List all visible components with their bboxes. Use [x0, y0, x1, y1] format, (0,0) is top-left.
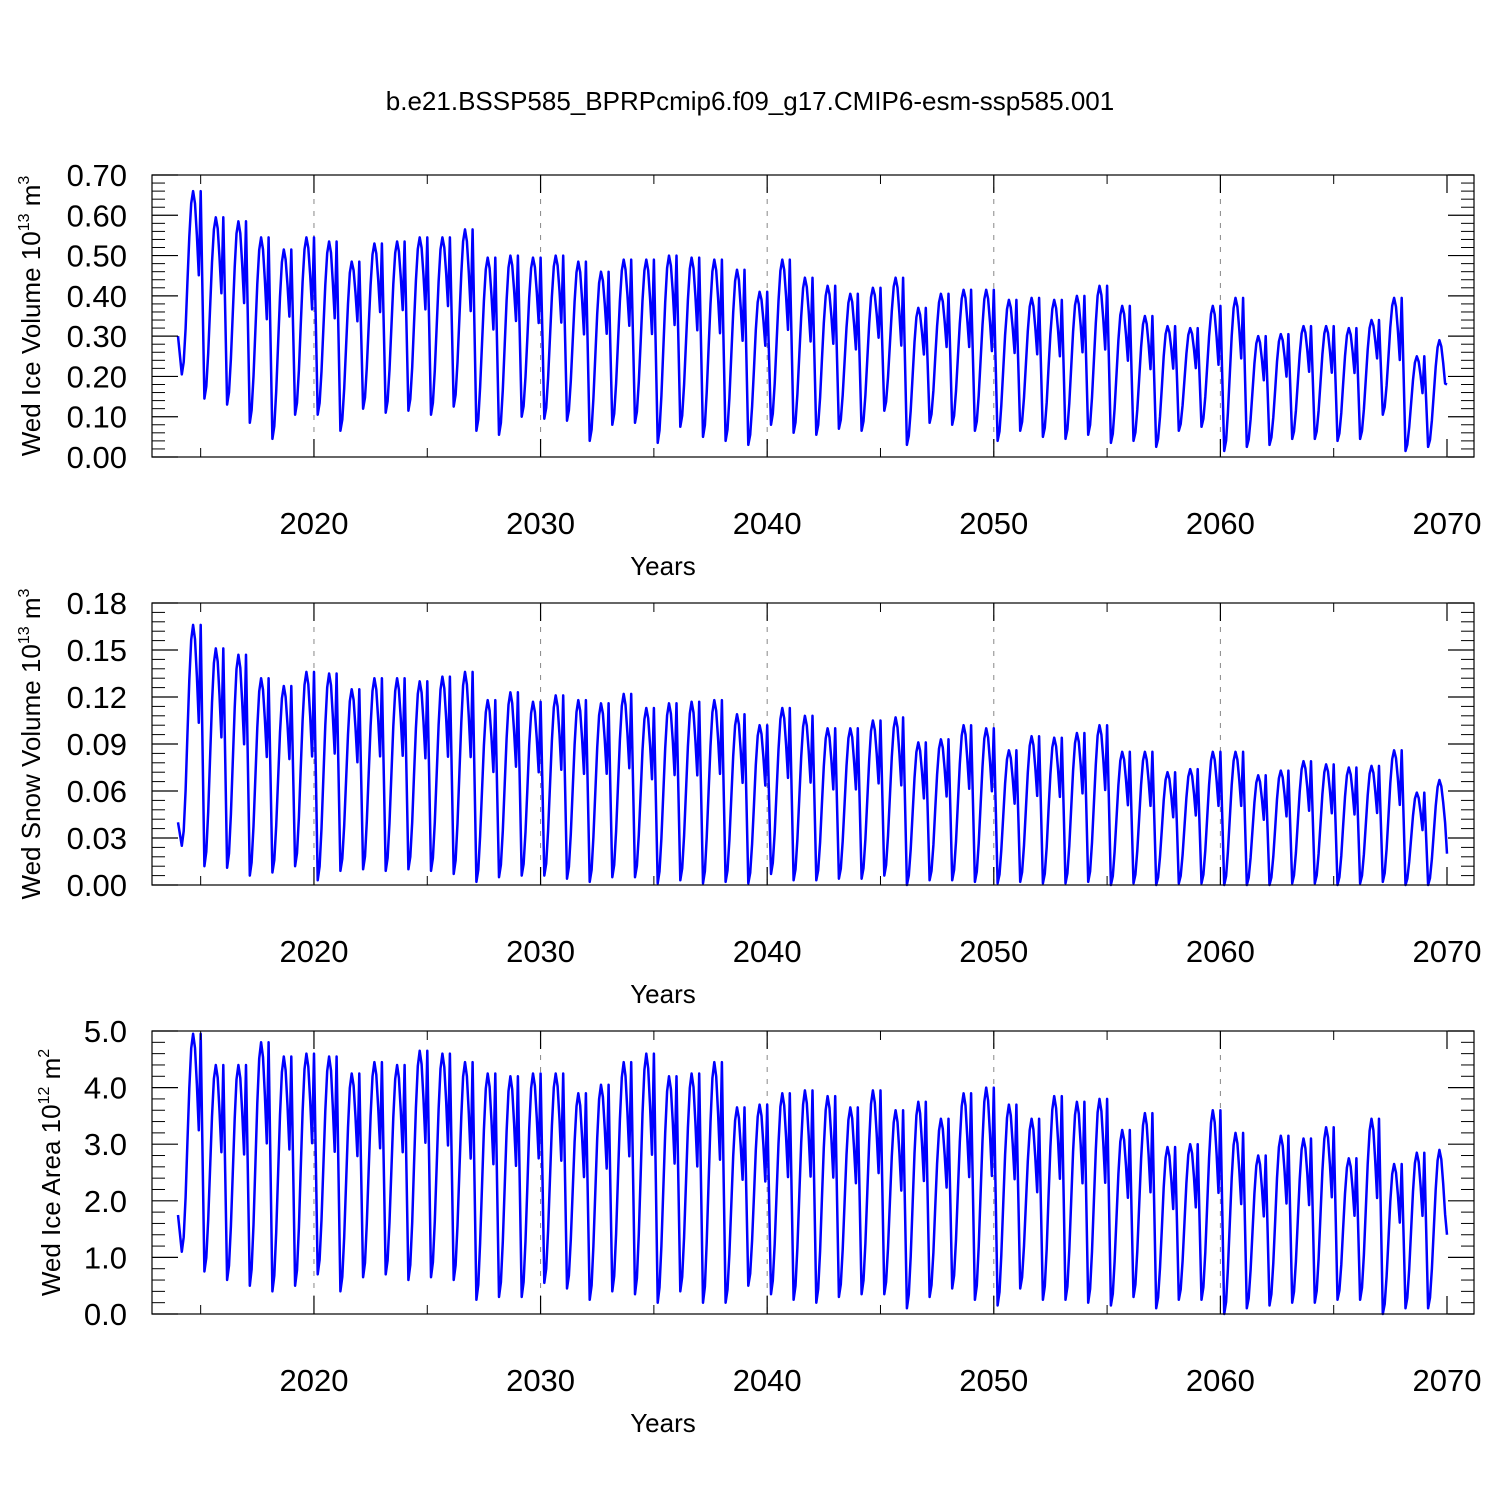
y-axis-label: Wed Snow Volume 1013 m3 [16, 588, 46, 899]
chart-title: b.e21.BSSP585_BPRPcmip6.f09_g17.CMIP6-es… [386, 86, 1114, 116]
y-tick-label: 5.0 [84, 1014, 127, 1049]
x-tick-label: 2070 [1413, 1363, 1482, 1398]
y-tick-label: 3.0 [84, 1127, 127, 1162]
y-tick-label: 0.60 [67, 198, 127, 233]
x-axis-label: Years [630, 1408, 696, 1438]
x-tick-label: 2030 [506, 1363, 575, 1398]
y-tick-label: 0.70 [67, 158, 127, 193]
y-tick-label: 4.0 [84, 1071, 127, 1106]
y-tick-label: 2.0 [84, 1184, 127, 1219]
x-tick-label: 2020 [279, 1363, 348, 1398]
panel-snow-volume: 2020 2030 2040 2050 2060 2070 0.00 0.03 0.06 0.09… [16, 586, 1481, 1009]
y-tick-label: 0.50 [67, 239, 127, 274]
x-tick-label: 2030 [506, 506, 575, 541]
y-tick-label: 0.40 [67, 279, 127, 314]
y-axis-label: Wed Ice Area 1012 m2 [36, 1049, 66, 1296]
series-line [176, 623, 1449, 887]
plot-frame [151, 174, 1475, 458]
y-tick-label: 0.0 [84, 1297, 127, 1332]
series-line [176, 189, 1448, 453]
y-tick-label: 0.06 [67, 774, 127, 809]
x-tick-label: 2070 [1413, 506, 1482, 541]
x-tick-label: 2060 [1186, 506, 1255, 541]
x-tick-label: 2050 [959, 1363, 1028, 1398]
y-tick-label: 0.30 [67, 319, 127, 354]
y-tick-label: 0.12 [67, 680, 127, 715]
x-tick-label: 2070 [1413, 934, 1482, 969]
y-tick-label: 0.00 [67, 440, 127, 475]
y-tick-label: 0.03 [67, 821, 127, 856]
x-tick-label: 2040 [733, 1363, 802, 1398]
x-tick-label: 2030 [506, 934, 575, 969]
x-axis-label: Years [630, 979, 696, 1009]
x-tick-label: 2050 [959, 506, 1028, 541]
y-tick-label: 0.00 [67, 868, 127, 903]
panel-ice-volume: 2020 2030 2040 2050 2060 2070 0.00 0.10 0.20 0.30… [16, 158, 1481, 581]
y-tick-label: 0.10 [67, 400, 127, 435]
y-tick-label: 0.09 [67, 727, 127, 762]
panels: 2020 2030 2040 2050 2060 2070 0.00 0.10 0.20 0.30… [16, 158, 1481, 1438]
series-line [176, 1032, 1449, 1316]
x-tick-label: 2060 [1186, 934, 1255, 969]
y-tick-label: 0.20 [67, 359, 127, 394]
x-tick-label: 2040 [733, 506, 802, 541]
y-tick-label: 1.0 [84, 1240, 127, 1275]
y-tick-label: 0.18 [67, 586, 127, 621]
y-axis-label: Wed Ice Volume 1013 m3 [16, 176, 46, 457]
x-axis-label: Years [630, 551, 696, 581]
panel-ice-area: 2020 2030 2040 2050 2060 2070 0.0 1.0 2.0 3.0 4.0 5… [36, 1014, 1481, 1438]
y-tick-label: 0.15 [67, 633, 127, 668]
x-tick-label: 2040 [733, 934, 802, 969]
x-tick-label: 2050 [959, 934, 1028, 969]
x-tick-label: 2020 [279, 506, 348, 541]
x-tick-label: 2020 [279, 934, 348, 969]
x-tick-label: 2060 [1186, 1363, 1255, 1398]
plot-frame [151, 1030, 1475, 1315]
